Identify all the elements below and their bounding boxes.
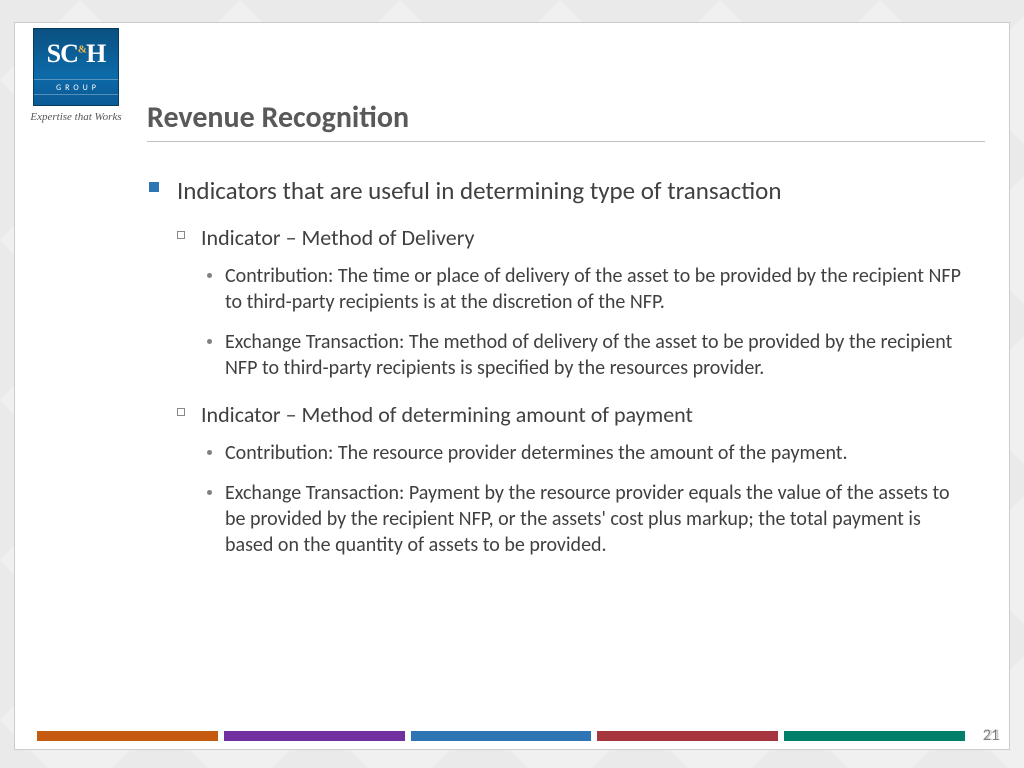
logo-box: SC&H GROUP [33,28,119,106]
page-number: 21 21 [983,726,999,745]
dot-icon [207,273,212,278]
l3a1-text: Contribution: The time or place of deliv… [225,264,961,314]
hollow-square-icon [177,231,185,239]
bullet-l2: Indicator – Method of Delivery [177,224,985,251]
square-bullet-icon [149,182,159,192]
logo-amp: & [78,43,86,55]
color-seg-1 [224,731,405,741]
logo-group: GROUP [34,79,118,95]
l3a2-text: Exchange Transaction: The method of deli… [225,330,952,380]
color-seg-3 [597,731,778,741]
color-seg-4 [784,731,965,741]
bullet-l3: Exchange Transaction: Payment by the res… [207,480,965,558]
dot-icon [207,450,212,455]
logo-sc: SC [47,39,78,68]
content: Indicators that are useful in determinin… [147,175,985,572]
bullet-l3: Contribution: The time or place of deliv… [207,263,965,315]
l2a-text: Indicator – Method of Delivery [201,224,474,251]
logo-h: H [86,39,105,68]
l1-text: Indicators that are useful in determinin… [177,175,781,206]
bullet-l2: Indicator – Method of determining amount… [177,401,985,428]
l3b1-text: Contribution: The resource provider dete… [225,441,848,465]
color-seg-0 [37,731,218,741]
logo-initials: SC&H [34,39,118,69]
bullet-l3: Contribution: The resource provider dete… [207,440,965,466]
dot-icon [207,339,212,344]
slide-title: Revenue Recognition [147,99,409,136]
logo-tagline: Expertise that Works [28,111,124,123]
hollow-square-icon [177,408,185,416]
dot-icon [207,490,212,495]
page-number-shadow: 21 [985,726,1001,745]
logo: SC&H GROUP Expertise that Works [28,28,124,123]
bullet-l3: Exchange Transaction: The method of deli… [207,329,965,381]
footer-color-bar [37,731,965,741]
slide: SC&H GROUP Expertise that Works Revenue … [14,22,1010,750]
bullet-l1: Indicators that are useful in determinin… [147,175,985,206]
color-seg-2 [411,731,592,741]
l2b-text: Indicator – Method of determining amount… [201,401,693,428]
l3b2-text: Exchange Transaction: Payment by the res… [225,481,950,557]
title-rule [147,141,985,142]
